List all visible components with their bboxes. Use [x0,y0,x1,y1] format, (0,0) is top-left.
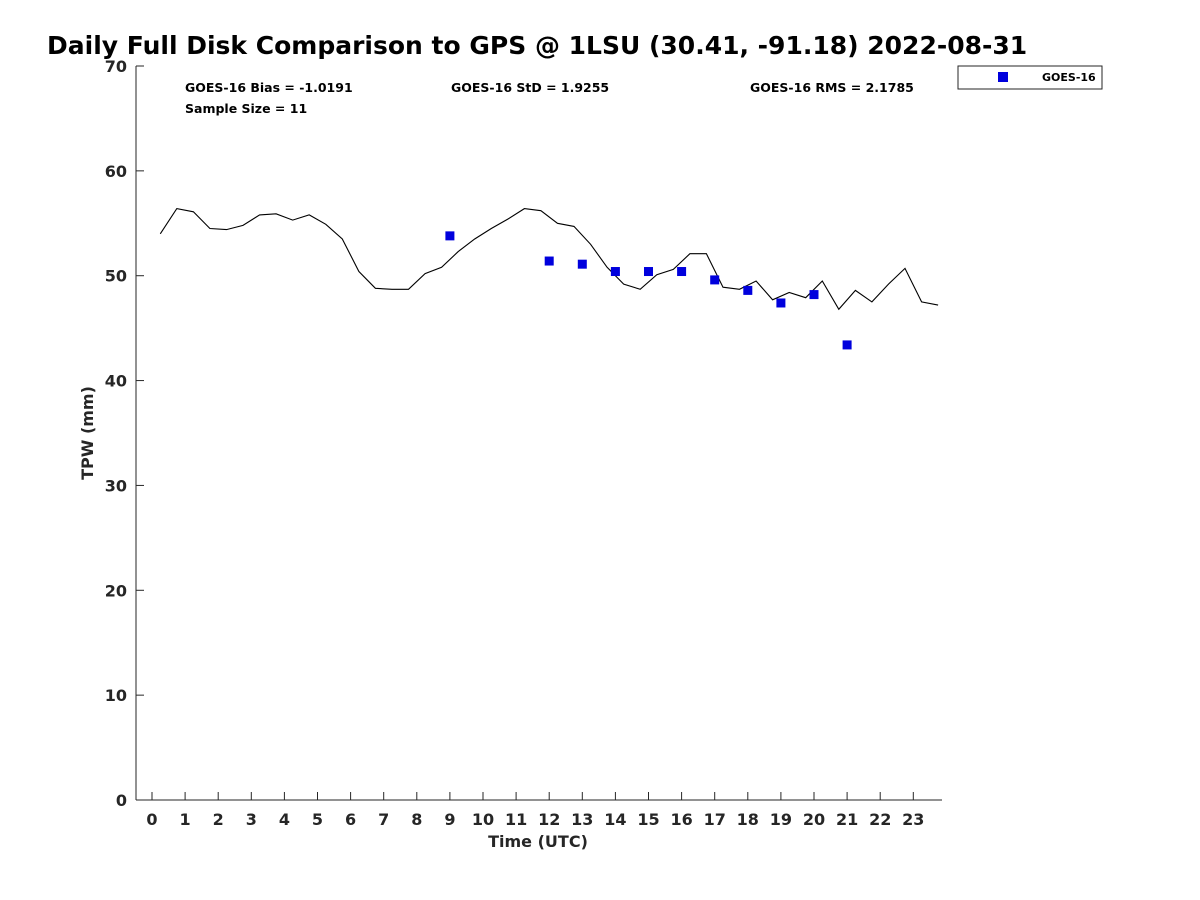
y-tick-label: 60 [105,162,127,181]
y-tick-label: 70 [105,57,127,76]
legend: GOES-16 [957,65,1103,90]
x-axis-label: Time (UTC) [488,832,588,851]
y-axis-label: TPW (mm) [78,386,97,480]
sample-size-stat: Sample Size = 11 [185,101,307,116]
goes16-point [644,267,653,277]
y-tick-label: 10 [105,686,127,705]
x-tick-label: 12 [538,810,560,829]
x-tick-label: 13 [571,810,593,829]
goes16-point [610,267,620,277]
chart-title: Daily Full Disk Comparison to GPS @ 1LSU… [47,31,1027,60]
x-tick-label: 16 [670,810,692,829]
x-tick-label: 15 [637,810,659,829]
goes16-point [577,259,587,269]
legend-box [957,65,1103,90]
x-tick-label: 21 [836,810,858,829]
y-tick-label: 50 [105,267,127,286]
goes16-point [544,256,554,266]
std-stat: GOES-16 StD = 1.9255 [451,80,609,95]
y-tick-label: 40 [105,372,127,391]
y-tick-label: 0 [116,791,127,810]
bias-stat: GOES-16 Bias = -1.0191 [185,80,353,95]
goes16-point [710,275,720,285]
x-tick-label: 19 [770,810,792,829]
goes16-point [743,285,753,295]
goes16-point [677,267,687,277]
x-tick-label: 20 [803,810,825,829]
x-tick-label: 17 [704,810,726,829]
x-tick-label: 14 [604,810,626,829]
x-tick-label: 0 [146,810,157,829]
x-tick-label: 7 [378,810,389,829]
y-tick-label: 30 [105,476,127,495]
goes16-point [776,298,786,308]
x-tick-label: 18 [737,810,759,829]
y-ticks: 0 10 20 30 40 50 60 70 [105,57,144,810]
rms-stat: GOES-16 RMS = 2.1785 [750,80,914,95]
x-tick-label: 8 [411,810,422,829]
axes-frame [135,66,942,801]
goes16-point [842,340,852,350]
series-layer [159,207,939,350]
x-tick-label: 9 [444,810,455,829]
x-tick-label: 5 [312,810,323,829]
x-tick-label: 2 [213,810,224,829]
x-tick-label: 23 [902,810,924,829]
x-tick-label: 22 [869,810,891,829]
gps-tpw-line [159,207,939,311]
x-tick-label: 11 [505,810,527,829]
x-tick-label: 6 [345,810,356,829]
x-tick-label: 1 [180,810,191,829]
x-tick-label: 3 [246,810,257,829]
x-ticks: 0 1 2 3 4 5 6 7 8 9 10 11 12 13 14 15 16 17 18 19 20 21 22 23 [146,792,924,829]
goes16-point [809,290,819,300]
x-tick-label: 10 [472,810,494,829]
y-tick-label: 20 [105,581,127,600]
legend-marker [998,72,1008,82]
x-tick-label: 4 [279,810,290,829]
legend-label-goes16: GOES-16 [1042,71,1096,84]
goes16-point [445,231,455,241]
